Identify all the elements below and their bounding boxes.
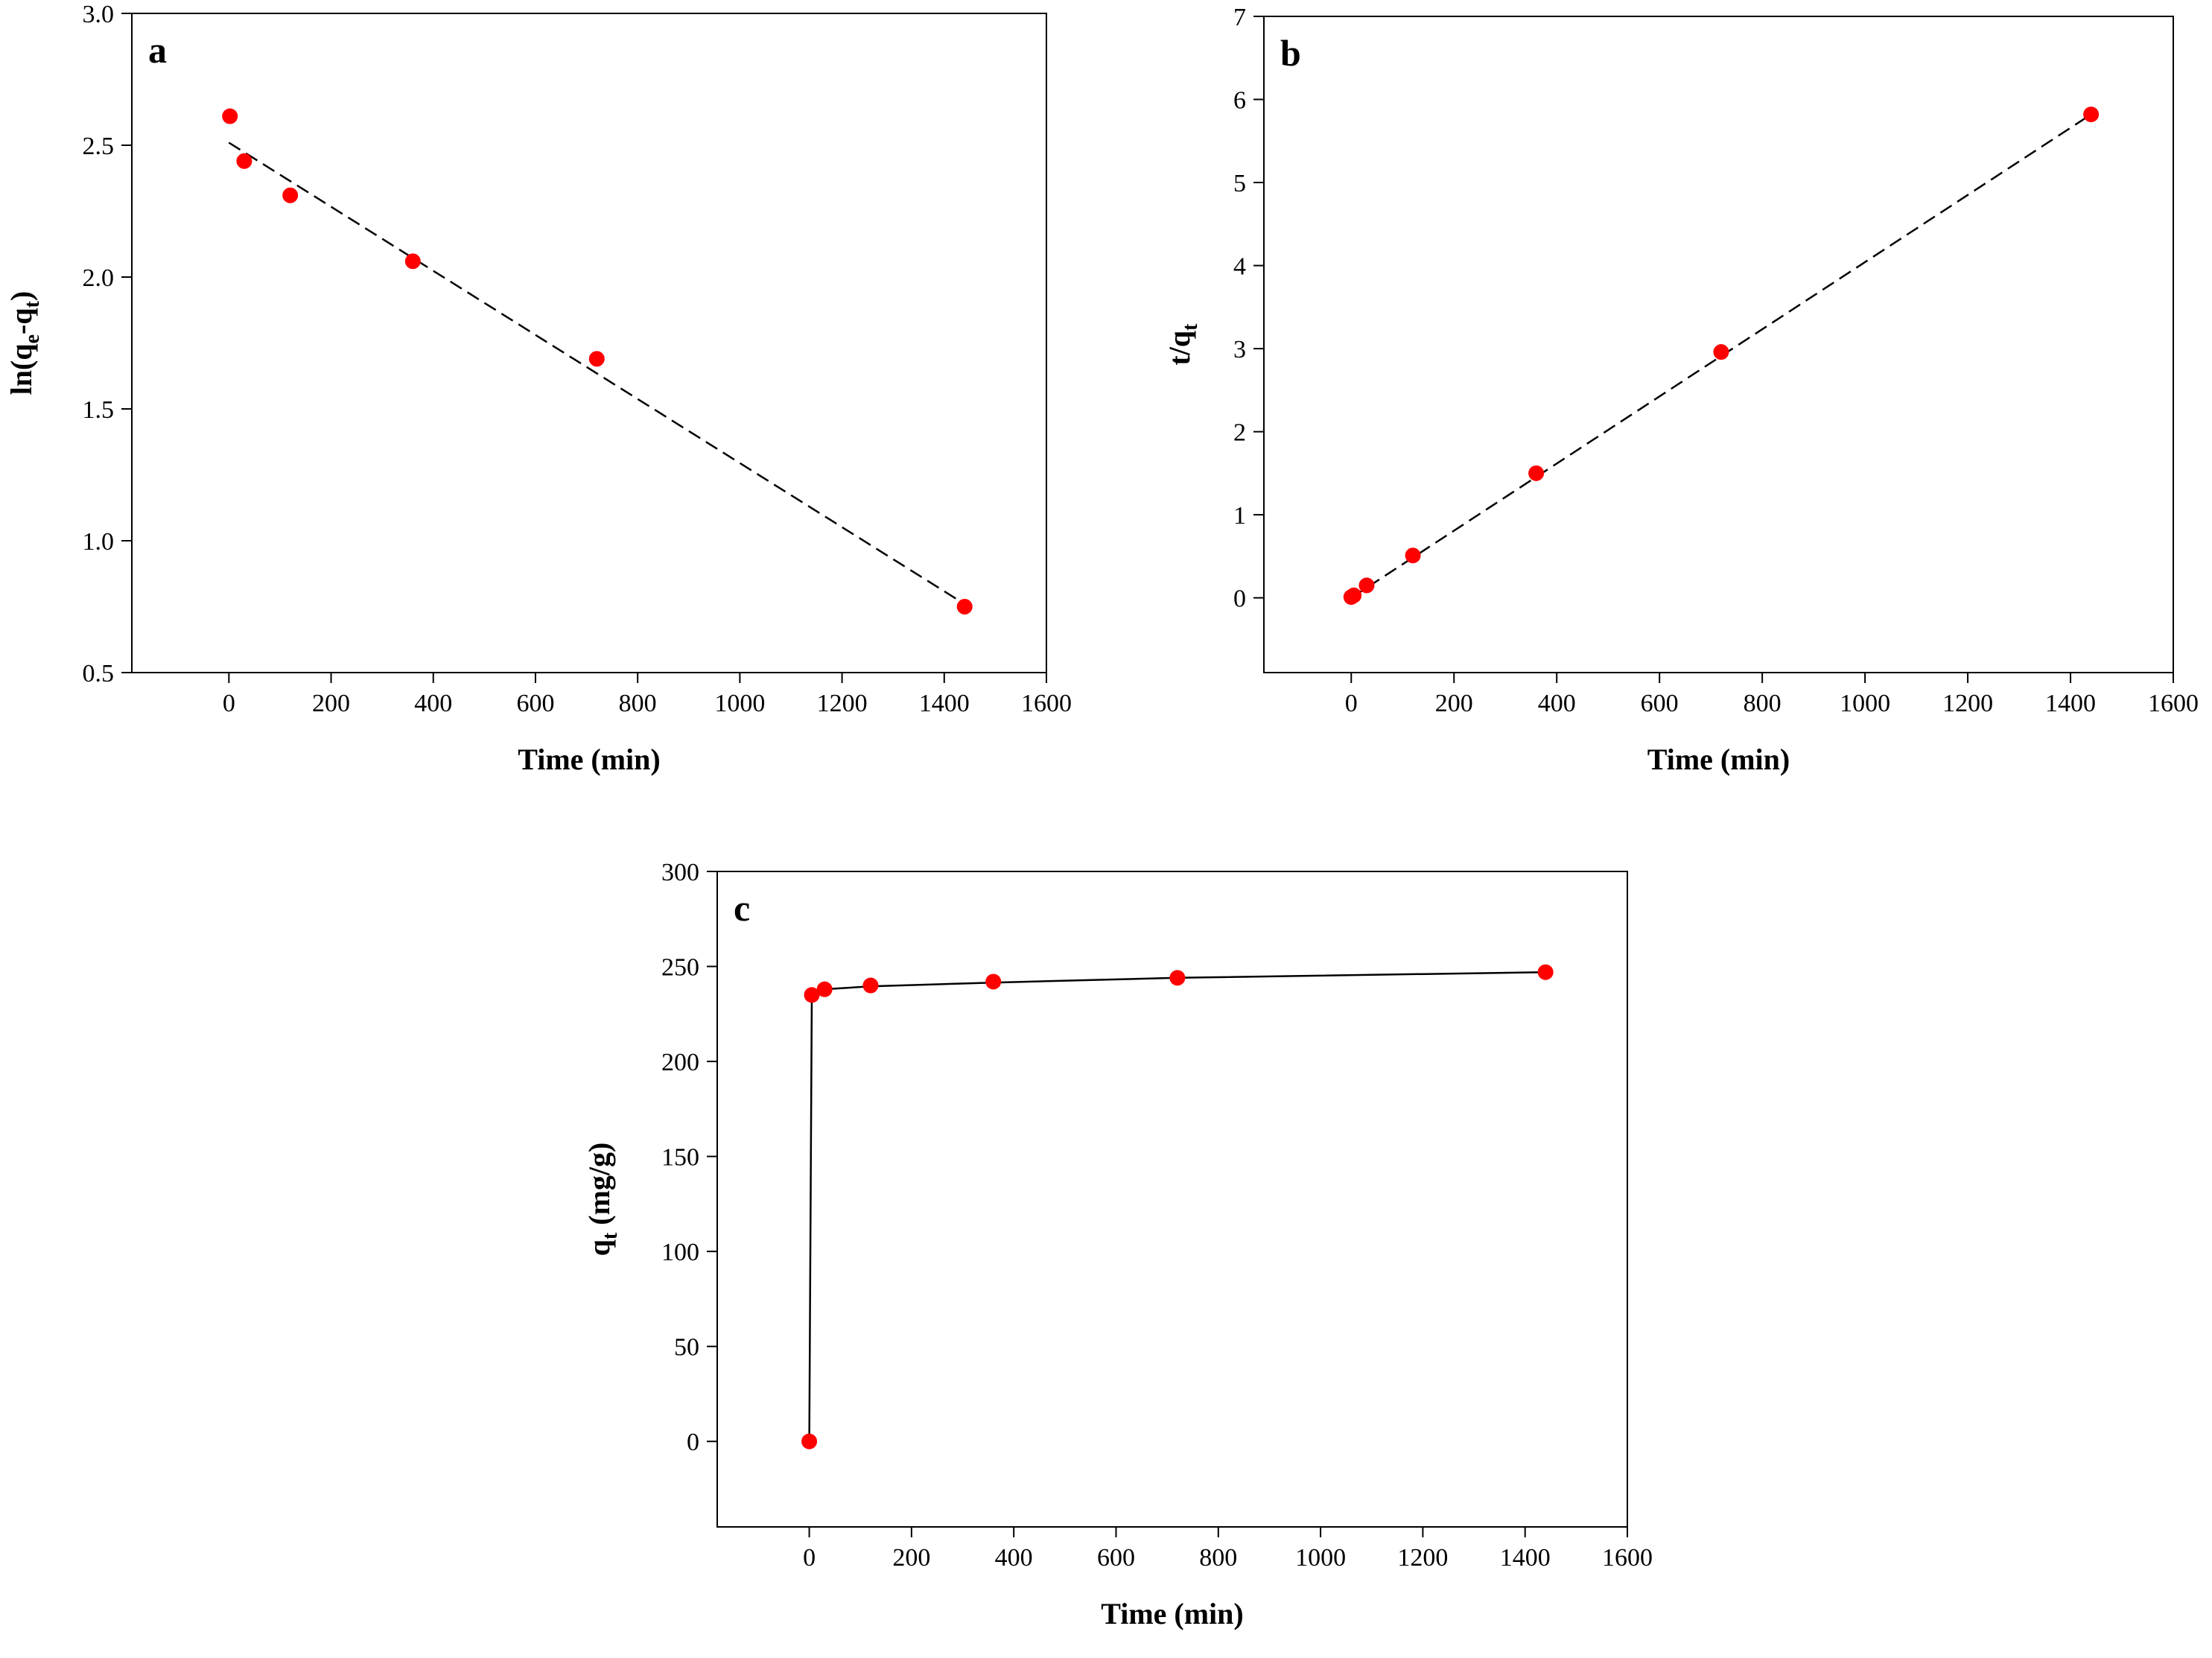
y-tick-label: 0 — [687, 1429, 699, 1456]
y-tick-label: 3 — [1233, 336, 1246, 363]
y-axis-label-part: (mg/g) — [582, 1143, 616, 1233]
series-line — [808, 971, 1546, 1442]
x-tick-label: 1600 — [1602, 1544, 1653, 1572]
x-tick-label: 1400 — [1500, 1544, 1551, 1572]
y-tick-label: 0.5 — [83, 660, 115, 687]
y-tick-label: 50 — [674, 1334, 699, 1362]
data-point — [1169, 970, 1186, 986]
chart-panel-a: 0 200 400 600 800 1000 1200 1400 1600 0.5 1.0 1.5 2.… — [4, 1, 1072, 776]
x-axis-label: Time (min) — [1647, 743, 1790, 776]
data-point — [1713, 344, 1729, 360]
data-point — [804, 987, 820, 1003]
data-point — [1405, 547, 1421, 564]
x-tick-label: 800 — [1199, 1544, 1237, 1572]
panel-letter: a — [148, 29, 167, 71]
plot-frame — [131, 13, 1047, 673]
x-tick-label: 0 — [1345, 690, 1358, 717]
x-tick-label: 800 — [1744, 690, 1782, 717]
y-tick-label: 2.5 — [83, 133, 115, 160]
x-tick-label: 1200 — [817, 690, 868, 717]
x-tick-label: 200 — [312, 690, 350, 717]
panel-letter: b — [1280, 32, 1301, 74]
y-tick-label: 6 — [1233, 87, 1246, 115]
y-tick-label: 1.5 — [83, 396, 115, 424]
x-tick-label: 600 — [1641, 690, 1679, 717]
y-axis-label-subscript: t — [1179, 323, 1202, 331]
data-point — [222, 108, 238, 124]
y-axis-label-part: ) — [4, 291, 38, 301]
data-point — [236, 153, 252, 169]
x-tick-label: 1400 — [919, 690, 970, 717]
data-point — [985, 973, 1002, 990]
data-point — [1528, 465, 1545, 481]
y-axis-label-part: -q — [4, 308, 38, 334]
y-axis-label: ln(qe-qt) — [4, 291, 44, 396]
chart-panel-c: 0 200 400 600 800 1000 1200 1400 1600 0 50 100 150 20… — [582, 859, 1653, 1630]
y-tick-label: 4 — [1233, 253, 1246, 281]
y-tick-label: 250 — [661, 954, 699, 982]
fit-line-dashed — [1350, 113, 2092, 599]
data-point — [956, 599, 973, 614]
y-tick-label: 200 — [661, 1049, 699, 1076]
y-tick-label: 7 — [1233, 4, 1246, 31]
y-axis-label-part: ln(q — [4, 343, 38, 395]
y-axis-label: t/qt — [1163, 323, 1202, 366]
x-tick-label: 1400 — [2045, 690, 2096, 717]
data-point — [404, 253, 421, 270]
x-tick-label: 1200 — [1397, 1544, 1448, 1572]
plot-frame — [716, 871, 1628, 1528]
y-axis-label: qt (mg/g) — [582, 1143, 622, 1257]
y-tick-label: 2.0 — [83, 264, 115, 292]
x-tick-label: 1000 — [714, 690, 765, 717]
y-axis-label-subscript: t — [599, 1232, 622, 1239]
data-point — [588, 351, 605, 367]
y-tick-label: 100 — [661, 1239, 699, 1266]
data-point — [862, 977, 879, 994]
x-tick-label: 1200 — [1942, 690, 1993, 717]
y-axis-label-subscript: e — [21, 334, 44, 343]
x-tick-label: 0 — [803, 1544, 816, 1572]
data-point — [1537, 964, 1554, 980]
x-tick-label: 200 — [892, 1544, 930, 1572]
y-tick-label: 5 — [1233, 170, 1246, 197]
x-tick-label: 0 — [223, 690, 235, 717]
fit-line-dashed — [228, 142, 965, 606]
y-tick-label: 0 — [1233, 585, 1246, 613]
y-axis-label-subscript: t — [21, 300, 44, 308]
data-point — [816, 981, 833, 997]
plot-frame — [1263, 16, 2174, 673]
x-tick-label: 400 — [995, 1544, 1033, 1572]
x-tick-label: 1600 — [1021, 690, 1072, 717]
data-point — [1358, 577, 1375, 594]
y-tick-label: 1 — [1233, 502, 1246, 530]
data-point — [2083, 107, 2100, 123]
x-tick-label: 1600 — [2148, 690, 2199, 717]
x-tick-label: 1000 — [1295, 1544, 1346, 1572]
x-axis-label: Time (min) — [1101, 1597, 1243, 1630]
x-axis-label: Time (min) — [518, 743, 660, 776]
y-tick-label: 300 — [661, 859, 699, 886]
chart-panel-b: 0 200 400 600 800 1000 1200 1400 1600 0 1 2 3 4 5 6 7 Tim… — [1163, 4, 2199, 776]
x-tick-label: 800 — [619, 690, 657, 717]
y-tick-label: 150 — [661, 1144, 699, 1172]
x-tick-label: 400 — [1538, 690, 1576, 717]
y-axis-label-part: q — [582, 1239, 616, 1256]
panel-letter: c — [734, 887, 750, 929]
x-tick-label: 600 — [1097, 1544, 1135, 1572]
data-point — [282, 187, 299, 203]
data-point — [1346, 587, 1362, 603]
data-point — [801, 1433, 818, 1449]
y-axis-label-part: t/q — [1163, 331, 1196, 366]
x-tick-label: 1000 — [1840, 690, 1890, 717]
x-tick-label: 200 — [1435, 690, 1473, 717]
x-tick-label: 600 — [516, 690, 554, 717]
y-tick-label: 2 — [1233, 419, 1246, 447]
y-tick-label: 3.0 — [83, 1, 115, 28]
y-tick-label: 1.0 — [83, 528, 115, 556]
x-tick-label: 400 — [414, 690, 452, 717]
